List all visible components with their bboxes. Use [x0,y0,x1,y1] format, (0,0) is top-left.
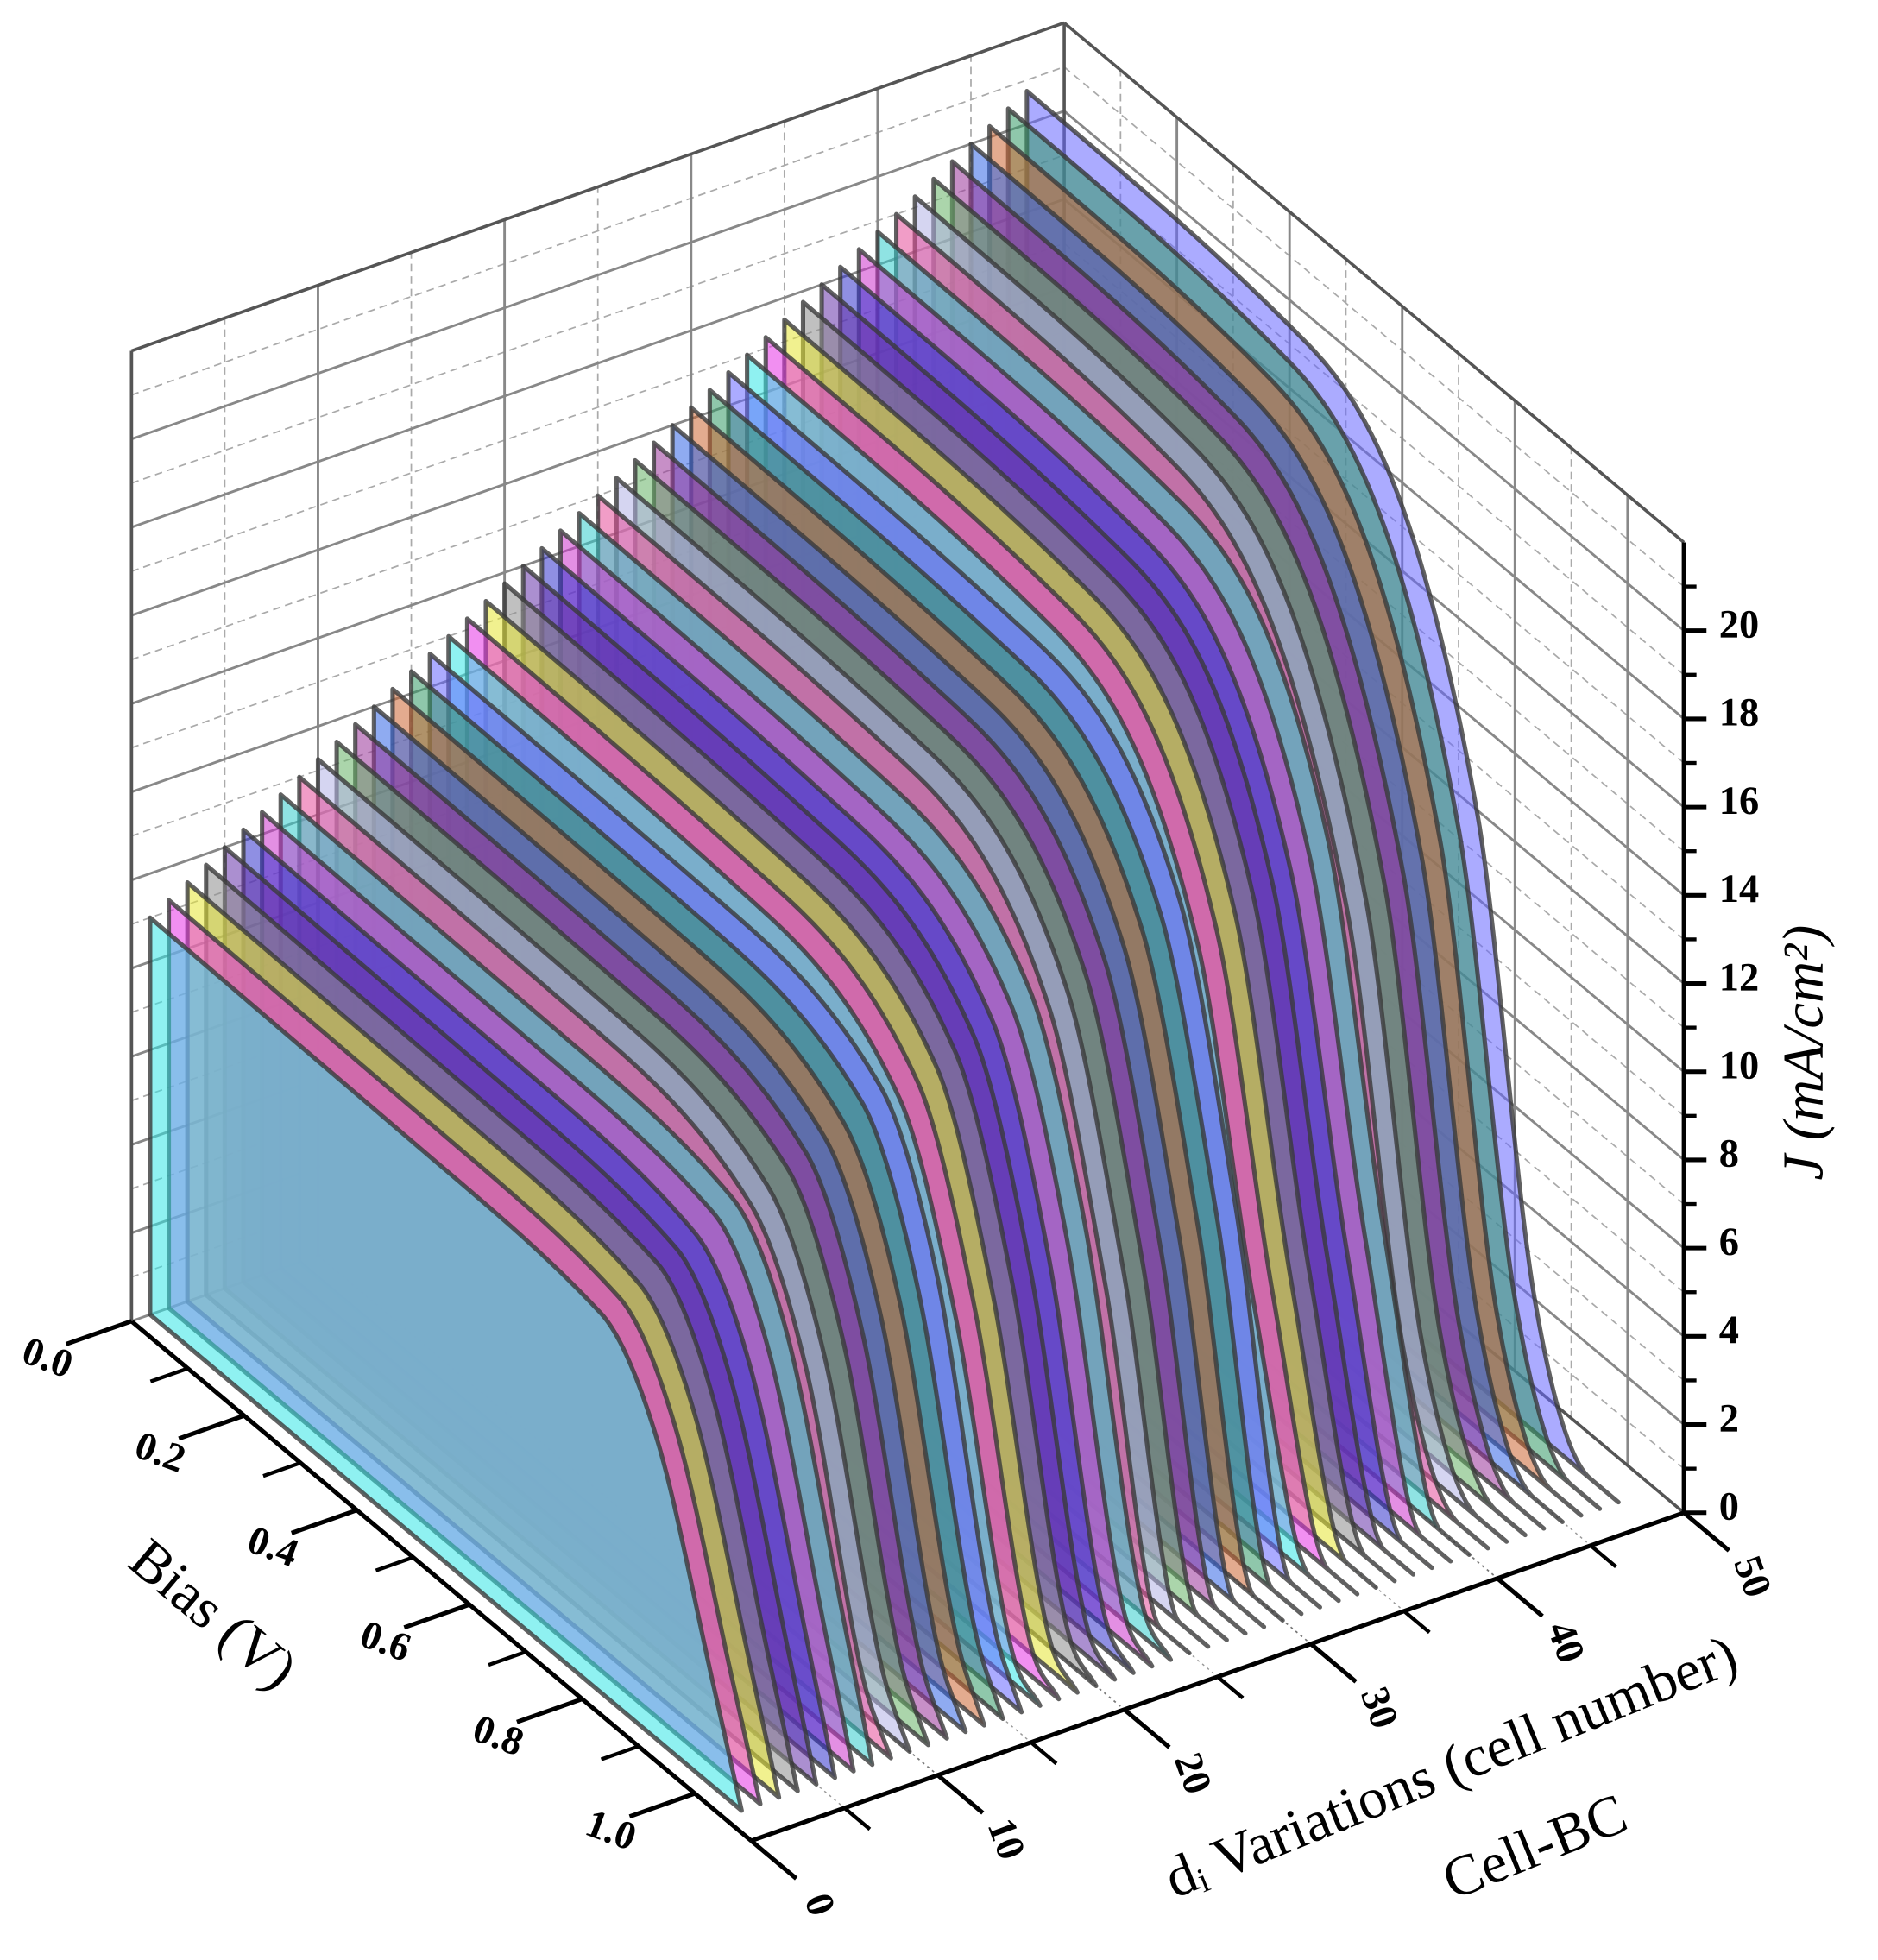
y-tick [1682,1510,1731,1553]
y-minor-tick [1589,1544,1617,1569]
x-tick-label: 0.8 [467,1707,529,1766]
x-tick [403,1602,470,1630]
minor-grid-line [1063,66,1685,588]
x-axis-line [129,1319,753,1843]
y-tick [1309,1642,1358,1684]
z-tick-label: 14 [1719,867,1759,911]
x-minor-tick [600,1744,640,1761]
z-tick-label: 2 [1719,1396,1739,1440]
x-tick-label: 0.2 [129,1423,192,1482]
y-tick [749,1838,798,1881]
x-tick [178,1413,245,1441]
y-tick [936,1773,985,1815]
z-tick-label: 18 [1719,691,1759,735]
iv-curve-slab [148,915,744,1813]
y-tick-label: 0 [796,1888,844,1921]
y-tick [1496,1576,1544,1618]
minor-grid-line [131,243,1065,572]
x-tick [65,1319,133,1346]
z-tick-label: 4 [1719,1308,1739,1352]
x-minor-tick [262,1460,301,1478]
z-tick-label: 20 [1719,602,1759,646]
x-tick-label: 0.0 [16,1329,79,1388]
x-minor-tick [488,1649,527,1667]
x-tick-label: 1.0 [580,1801,642,1860]
x-tick [516,1697,583,1724]
y-tick-label: 40 [1538,1616,1593,1668]
z-tick-label: 0 [1719,1485,1739,1529]
x-tick-label: 0.4 [242,1518,304,1577]
y-tick-label: 20 [1165,1747,1220,1799]
y-minor-tick [1402,1610,1431,1635]
z-tick-label: 12 [1719,955,1759,999]
x-tick [290,1508,358,1535]
annotation: Cell-BC [1434,1782,1636,1913]
y-tick-label: 10 [979,1812,1034,1865]
x-minor-tick [149,1366,189,1383]
y-tick-label: 30 [1352,1681,1407,1734]
z-tick-label: 10 [1719,1043,1759,1087]
frame-line [130,21,1065,353]
minor-grid-line [131,66,1065,396]
x-tick-label: 0.6 [355,1612,417,1671]
frame-line [1062,22,1686,544]
z-axis-title: J (mA/cm²) [1773,925,1836,1181]
grid-line [130,110,1065,441]
minor-grid-line [1063,154,1685,676]
x-tick [628,1791,696,1819]
y-minor-tick [1030,1741,1058,1766]
x-minor-tick [375,1555,414,1572]
z-tick-label: 6 [1719,1220,1739,1264]
minor-grid-line [131,154,1065,484]
grid-line [1063,110,1686,632]
y-tick-label: 50 [1724,1550,1780,1603]
z-tick-label: 16 [1719,779,1759,823]
y-minor-tick [1216,1675,1245,1700]
y-minor-tick [843,1806,872,1831]
y-tick [1123,1707,1171,1749]
z-tick-label: 8 [1719,1132,1739,1176]
